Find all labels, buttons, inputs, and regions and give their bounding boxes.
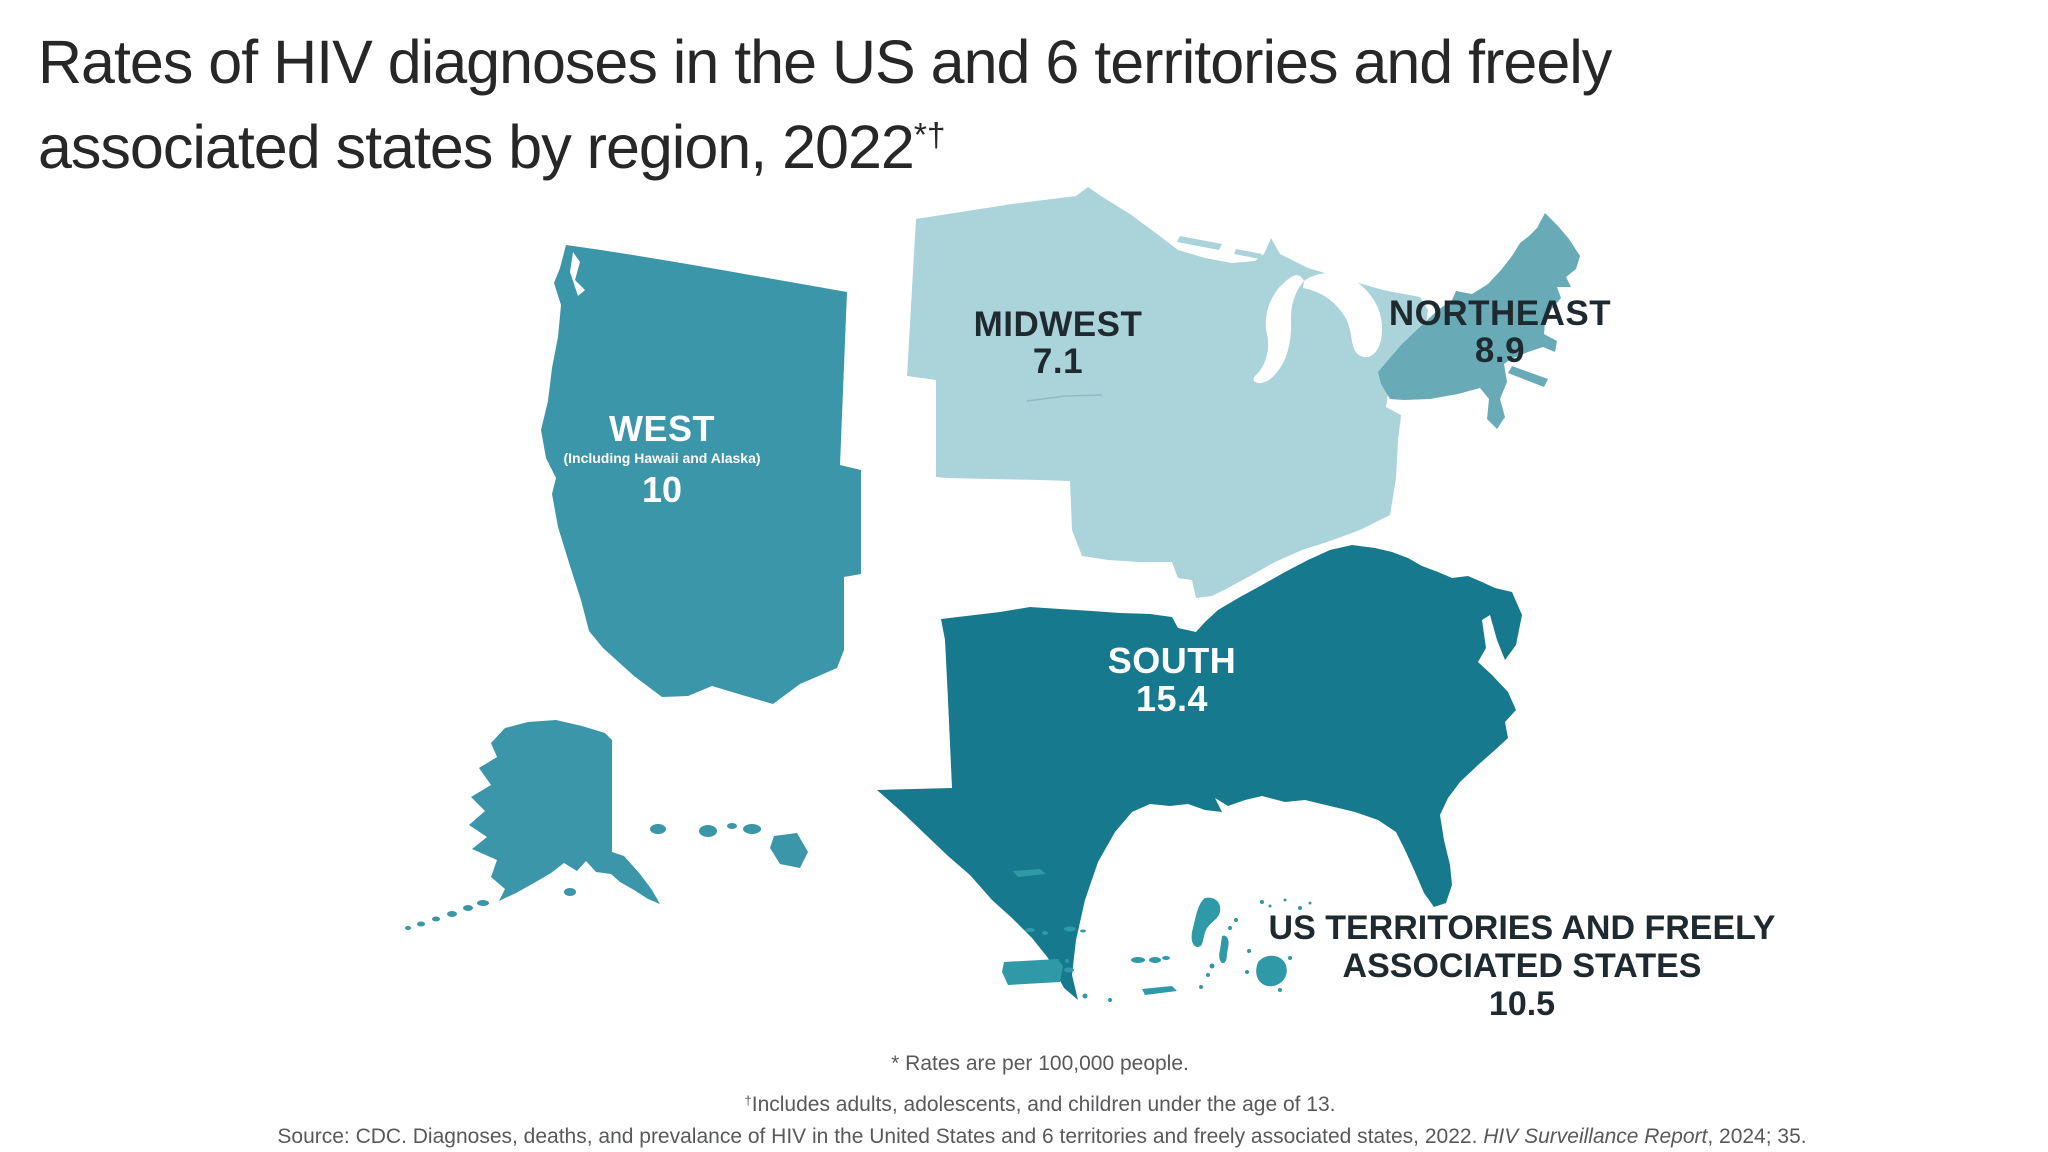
lake-erie <box>1386 393 1460 440</box>
midwest-label-text: MIDWEST <box>973 305 1143 344</box>
midwest-value: 7.1 <box>1032 342 1084 381</box>
puerto-rico-shape <box>1002 959 1063 985</box>
aleutian-islands <box>405 888 576 930</box>
mariana-islands <box>1219 935 1229 964</box>
west-region-shape <box>541 245 861 704</box>
source-line: Source: CDC. Diagnoses, deaths, and prev… <box>277 1126 1806 1147</box>
midwest-region-shape <box>907 187 1434 598</box>
territories-label-line-2: ASSOCIATED STATES <box>1342 947 1702 985</box>
footnote-includes: †Includes adults, adolescents, and child… <box>745 1090 1336 1115</box>
northeast-region-group <box>1378 213 1580 429</box>
west-region-group <box>405 245 861 930</box>
west-label-text: WEST <box>608 408 715 449</box>
south-region-group <box>877 545 1522 1000</box>
dagger-note-text: Includes adults, adolescents, and childr… <box>751 1093 1336 1116</box>
hawaii-islands <box>650 823 808 868</box>
st-croix-shape <box>1142 986 1177 995</box>
long-island-shape <box>1508 366 1548 387</box>
pacific-island-blob <box>1256 955 1287 987</box>
territories-value: 10.5 <box>1488 985 1556 1023</box>
page-title: Rates of HIV diagnoses in the US and 6 t… <box>38 26 1838 184</box>
lake-michigan <box>1253 275 1304 383</box>
title-superscript: *† <box>913 117 946 154</box>
midwest-region-group <box>907 187 1434 598</box>
territories-label-line-1: US TERRITORIES AND FREELY <box>1268 909 1776 947</box>
lake-huron <box>1303 272 1383 358</box>
territories-islands-group <box>1002 869 1312 1002</box>
superior-island-1 <box>1177 236 1222 250</box>
south-label-text: SOUTH <box>1107 640 1237 681</box>
island-sliver <box>1013 869 1046 877</box>
south-value: 15.4 <box>1135 678 1209 719</box>
lake-ontario <box>1443 271 1493 295</box>
northeast-value: 8.9 <box>1474 331 1526 370</box>
title-line-2: associated states by region, 2022*† <box>38 113 946 181</box>
alaska-shape <box>469 720 660 904</box>
source-suffix: , 2024; 35. <box>1707 1125 1807 1148</box>
west-value: 10 <box>641 469 683 510</box>
south-region-shape <box>877 545 1522 1000</box>
territories-region-label: US TERRITORIES AND FREELY ASSOCIATED STA… <box>1269 909 1776 1023</box>
south-region-label: SOUTH 15.4 <box>1108 642 1237 718</box>
source-prefix: Source: CDC. Diagnoses, deaths, and prev… <box>277 1125 1484 1148</box>
title-line-1: Rates of HIV diagnoses in the US and 6 t… <box>38 28 1612 96</box>
west-region-label: WEST (Including Hawaii and Alaska) 10 <box>563 410 760 510</box>
state-border-faint-line <box>1026 394 1103 402</box>
northeast-label-text: NORTHEAST <box>1388 294 1612 333</box>
puget-sound-inlet <box>570 252 585 296</box>
dagger-symbol: † <box>744 1093 752 1108</box>
northeast-region-label: NORTHEAST 8.9 <box>1389 295 1611 369</box>
saginaw-bay <box>1352 331 1367 351</box>
guam-shape <box>1191 897 1221 947</box>
source-report-name: HIV Surveillance Report <box>1483 1125 1708 1148</box>
northeast-region-shape <box>1378 213 1580 429</box>
virgin-islands <box>1131 957 1145 963</box>
superior-island-2 <box>1234 249 1262 259</box>
midwest-region-label: MIDWEST 7.1 <box>974 306 1143 380</box>
great-lakes <box>1253 271 1493 440</box>
footnote-rates: * Rates are per 100,000 people. <box>891 1052 1189 1075</box>
west-sublabel-text: (Including Hawaii and Alaska) <box>563 450 761 466</box>
